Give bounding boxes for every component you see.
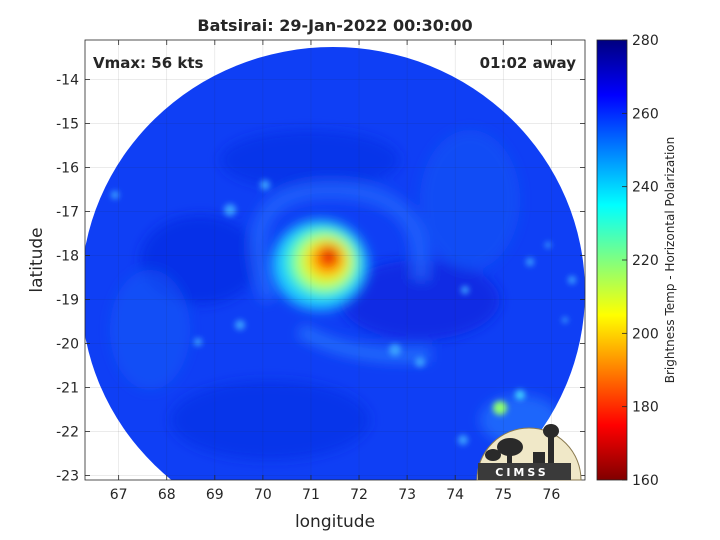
colorbar-tick-label: 180	[632, 400, 659, 416]
y-tick-label: -17	[56, 205, 79, 221]
y-axis-label: latitude	[27, 227, 47, 292]
colorbar-tick-label: 200	[632, 326, 659, 342]
x-tick-label: 76	[542, 487, 560, 503]
y-tick-label: -16	[56, 161, 79, 177]
y-tick-label: -19	[56, 293, 79, 309]
x-tick-label: 67	[110, 487, 128, 503]
y-tick-label: -18	[56, 249, 79, 265]
colorbar-tick-label: 240	[632, 180, 659, 196]
colorbar-tick-label: 220	[632, 253, 659, 269]
colorbar-label: Brightness Temp - Horizontal Polarizatio…	[663, 137, 677, 384]
x-tick-label: 75	[494, 487, 512, 503]
brightness-temp-swath	[85, 47, 585, 480]
y-tick-label: -15	[56, 117, 79, 133]
storm-core	[272, 220, 368, 310]
swath-texture	[110, 130, 560, 460]
x-tick-label: 74	[446, 487, 464, 503]
vmax-annotation: Vmax: 56 kts	[93, 54, 203, 72]
x-tick-label: 71	[302, 487, 320, 503]
colorbar-tick-label: 160	[632, 473, 659, 489]
x-tick-label: 72	[350, 487, 368, 503]
x-tick-label: 69	[206, 487, 224, 503]
time-offset-annotation: 01:02 away	[480, 54, 577, 72]
colorbar-tick-label: 260	[632, 106, 659, 122]
colorbar-ticks: 280 260 240 220 200 180 160	[622, 33, 659, 489]
cloud-speckles	[111, 180, 576, 445]
logo-text: CIMSS	[495, 466, 548, 479]
colorbar-tick-label: 280	[632, 33, 659, 49]
y-tick-label: -20	[56, 337, 79, 353]
cimss-logo: CIMSS	[476, 424, 582, 481]
y-tick-label: -22	[56, 425, 79, 441]
x-axis-label: longitude	[295, 512, 375, 532]
grid-lines	[85, 40, 585, 480]
x-tick-label: 68	[158, 487, 176, 503]
chart-title: Batsirai: 29-Jan-2022 00:30:00	[197, 16, 472, 35]
x-axis-ticks: 67 68 69 70 71 72 73 74 75 76	[110, 40, 560, 503]
x-tick-label: 73	[398, 487, 416, 503]
y-tick-label: -21	[56, 381, 79, 397]
y-axis-ticks: -14 -15 -16 -17 -18 -19 -20 -21 -22 -23	[56, 73, 585, 485]
axes-frame	[84, 39, 586, 481]
colorbar: 280 260 240 220 200 180 160 Brightness Temp - …	[596, 33, 677, 489]
y-tick-label: -23	[56, 469, 79, 485]
x-tick-label: 70	[254, 487, 272, 503]
y-tick-label: -14	[56, 73, 79, 89]
